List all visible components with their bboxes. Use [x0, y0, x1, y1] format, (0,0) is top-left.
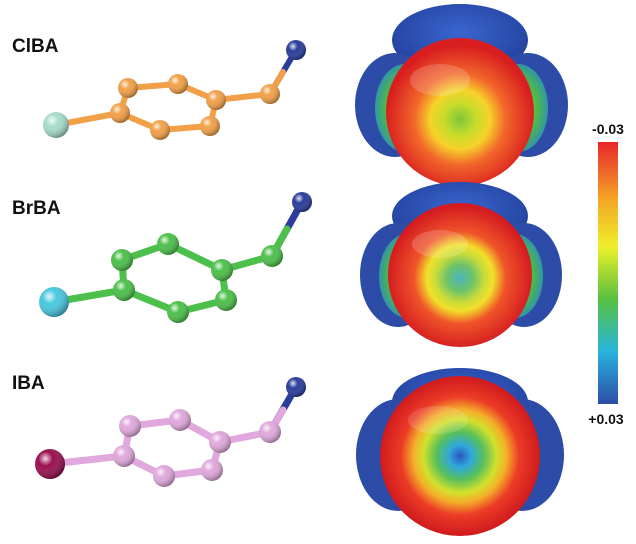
esp-map-iba: [356, 368, 564, 536]
molecule-label-clba: ClBA: [12, 36, 59, 57]
color-scale-top-label: -0.03: [592, 121, 624, 137]
molecule-ball-stick-brba: [39, 192, 312, 323]
color-scale: -0.03 +0.03: [588, 121, 624, 427]
molecule-ball-stick-clba: [43, 40, 306, 140]
color-scale-bottom-label: +0.03: [588, 411, 624, 427]
color-scale-bar: [598, 142, 618, 404]
molecule-ball-stick-iba: [35, 377, 306, 487]
esp-map-brba: [360, 182, 562, 347]
molecule-label-iba: IBA: [12, 373, 45, 394]
molecule-label-brba: BrBA: [12, 198, 61, 219]
esp-map-clba: [355, 4, 568, 186]
